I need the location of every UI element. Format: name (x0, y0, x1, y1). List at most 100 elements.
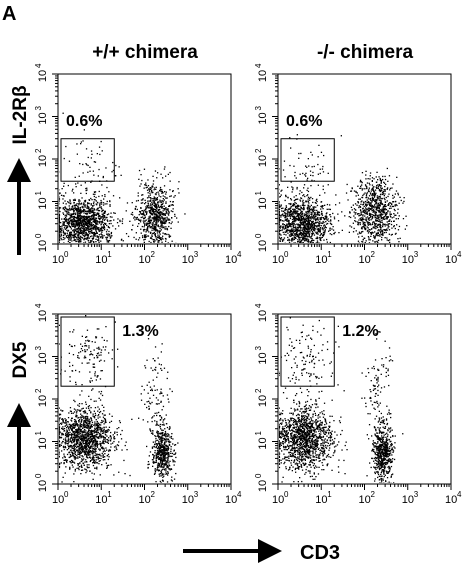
event-dot (380, 200, 382, 202)
event-dot (73, 212, 75, 215)
event-dot (310, 151, 312, 153)
event-dot (84, 217, 86, 220)
event-dot (350, 226, 353, 228)
event-dot (90, 446, 92, 448)
event-dot (80, 241, 82, 243)
event-dot (348, 231, 350, 233)
event-dot (304, 204, 306, 207)
event-dot (363, 227, 366, 229)
event-dot (308, 216, 310, 218)
event-dot (313, 212, 315, 214)
event-dot (64, 234, 66, 236)
event-dot (82, 456, 84, 458)
event-dot (67, 211, 69, 213)
event-dot (91, 237, 93, 240)
event-dot (166, 212, 168, 214)
event-dot (290, 224, 292, 226)
event-dot (103, 198, 105, 200)
event-dot (371, 207, 373, 209)
event-dot (357, 222, 359, 224)
event-dot (374, 212, 376, 214)
event-dot (154, 202, 156, 204)
event-dot (111, 171, 113, 173)
event-dot (63, 427, 66, 430)
event-dot (75, 240, 77, 243)
event-dot (284, 176, 286, 178)
event-dot (134, 208, 136, 210)
event-dot (162, 210, 164, 212)
event-dot (397, 229, 400, 231)
event-dot (301, 210, 303, 213)
event-dot (379, 214, 381, 216)
event-dot (86, 204, 88, 206)
event-dot (312, 175, 314, 177)
event-dot (67, 240, 69, 243)
event-dot (288, 225, 290, 228)
event-dot (112, 161, 114, 164)
event-dot (83, 202, 85, 204)
event-dot (304, 213, 306, 215)
event-dot (164, 218, 166, 220)
event-dot (73, 192, 75, 194)
event-dot (141, 210, 143, 212)
x-tick-exponent: 2 (371, 250, 376, 259)
event-dot (107, 226, 110, 228)
event-dot (156, 229, 158, 231)
event-dot (304, 228, 306, 230)
event-dot (147, 235, 150, 237)
event-dot (311, 213, 313, 215)
event-dot (149, 216, 151, 218)
event-dot (95, 221, 97, 223)
event-dot (347, 199, 349, 201)
event-dot (376, 225, 378, 227)
event-dot (159, 211, 161, 213)
event-dot (335, 204, 337, 206)
event-dot (86, 227, 88, 229)
event-dot (170, 227, 172, 229)
event-dot (365, 203, 367, 205)
event-dot (69, 236, 71, 238)
event-dot (326, 219, 328, 221)
event-dot (69, 219, 71, 222)
event-dot (375, 200, 377, 202)
event-dot (385, 231, 387, 234)
event-dot (372, 206, 374, 208)
event-dot (86, 445, 89, 447)
event-dot (318, 237, 320, 239)
event-dot (62, 208, 64, 210)
event-dot (156, 213, 158, 215)
event-dot (104, 459, 106, 461)
event-dot (324, 230, 326, 232)
event-dot (378, 206, 380, 209)
event-dot (368, 187, 370, 189)
event-dot (73, 218, 76, 220)
event-dot (97, 457, 100, 459)
event-dot (109, 204, 111, 206)
event-dot (285, 209, 287, 211)
event-dot (283, 160, 286, 162)
event-dot (302, 204, 305, 207)
event-dot (82, 234, 84, 237)
event-dot (313, 207, 315, 209)
y-tick-label: 10 (37, 437, 49, 449)
event-dot (83, 206, 85, 208)
event-dot (332, 212, 334, 215)
event-dot (73, 211, 75, 213)
event-dot (160, 201, 162, 204)
event-dot (101, 150, 103, 152)
event-dot (290, 210, 293, 212)
event-dot (67, 219, 69, 221)
event-dot (59, 239, 60, 241)
event-dot (95, 200, 97, 202)
event-dot (71, 236, 73, 238)
event-dot (107, 453, 110, 456)
event-dot (324, 225, 326, 227)
event-dot (86, 215, 88, 218)
event-dot (306, 229, 308, 231)
event-dot (361, 196, 364, 199)
event-dot (373, 205, 376, 207)
event-dot (133, 217, 135, 219)
event-dot (311, 225, 313, 227)
event-dot (92, 228, 94, 230)
event-dot (72, 455, 75, 457)
